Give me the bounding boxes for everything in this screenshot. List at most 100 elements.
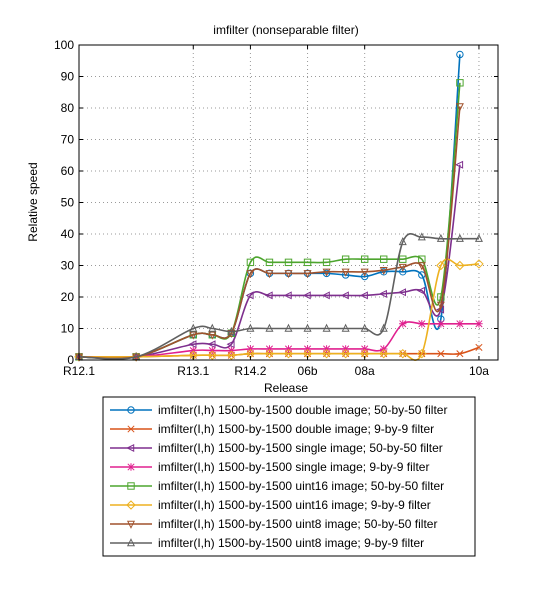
series-8 xyxy=(74,232,483,361)
data-point xyxy=(322,258,331,267)
data-point xyxy=(207,340,216,349)
data-point xyxy=(303,258,312,267)
data-point xyxy=(399,255,407,263)
data-point xyxy=(265,323,274,332)
data-point xyxy=(189,346,197,355)
data-point xyxy=(284,323,293,332)
data-point xyxy=(341,323,350,332)
legend-item: imfilter(I,h) 1500-by-1500 single image;… xyxy=(110,441,443,455)
gridlines xyxy=(79,45,498,360)
data-point xyxy=(265,258,274,267)
y-tick-label: 0 xyxy=(67,353,74,367)
data-point xyxy=(264,348,275,359)
chart-title: imfilter (nonseparable filter) xyxy=(213,23,358,37)
y-tick-label: 40 xyxy=(61,227,75,241)
data-point xyxy=(322,323,331,332)
y-tick-label: 60 xyxy=(61,164,75,178)
data-point xyxy=(379,267,388,276)
y-tick-label: 50 xyxy=(61,196,75,210)
x-tick-label: R13.1 xyxy=(177,364,209,378)
legend-label: imfilter(I,h) 1500-by-1500 uint8 image; … xyxy=(158,536,424,550)
data-point xyxy=(397,288,406,297)
data-point xyxy=(475,320,483,328)
data-point xyxy=(341,345,350,353)
series-line xyxy=(78,258,480,361)
data-point xyxy=(456,350,464,358)
data-point xyxy=(208,323,217,332)
y-tick-label: 70 xyxy=(61,133,75,147)
legend-label: imfilter(I,h) 1500-by-1500 single image;… xyxy=(158,441,443,455)
legend-item: imfilter(I,h) 1500-by-1500 uint16 image;… xyxy=(110,498,431,512)
data-point xyxy=(455,260,465,271)
legend-marker xyxy=(127,406,135,414)
x-tick-label: R14.2 xyxy=(234,364,266,378)
data-point xyxy=(208,346,217,355)
legend-item: imfilter(I,h) 1500-by-1500 uint8 image; … xyxy=(110,517,437,531)
data-point xyxy=(399,320,407,328)
x-tick-label: 06b xyxy=(298,364,318,378)
data-point xyxy=(322,345,331,353)
legend-item: imfilter(I,h) 1500-by-1500 uint8 image; … xyxy=(110,536,424,550)
data-point xyxy=(340,291,349,300)
y-tick-label: 80 xyxy=(61,101,75,115)
legend-marker xyxy=(126,520,136,529)
plot-background xyxy=(79,45,498,360)
data-point xyxy=(417,262,426,271)
y-tick-label: 100 xyxy=(54,38,74,52)
data-point xyxy=(303,270,312,279)
ticks-layer: 0 10 20 30 40 50 60 70 80 90 100 R12.1 R13.1 R14.2 06b… xyxy=(54,38,498,378)
data-point xyxy=(399,268,407,276)
data-point xyxy=(227,330,236,339)
data-point xyxy=(227,326,236,335)
data-point xyxy=(321,291,330,300)
data-point xyxy=(227,346,236,355)
data-point xyxy=(341,255,350,263)
data-point xyxy=(360,323,369,332)
legend-label: imfilter(I,h) 1500-by-1500 uint16 image;… xyxy=(158,479,444,493)
legend-marker xyxy=(126,443,135,453)
legend-box xyxy=(102,396,476,557)
data-point xyxy=(321,348,332,359)
x-tick-label: 10a xyxy=(469,364,489,378)
data-point xyxy=(359,291,368,300)
data-point xyxy=(226,350,237,360)
legend-item: imfilter(I,h) 1500-by-1500 uint16 image;… xyxy=(110,479,444,493)
data-point xyxy=(475,343,483,351)
data-point xyxy=(398,263,407,272)
data-point xyxy=(265,270,274,279)
data-point xyxy=(341,268,350,277)
series-7 xyxy=(74,103,464,362)
series-layer xyxy=(74,50,484,362)
legend-marker xyxy=(126,538,136,547)
legend-marker xyxy=(126,500,136,510)
legend-label: imfilter(I,h) 1500-by-1500 uint8 image; … xyxy=(158,517,437,531)
data-point xyxy=(303,323,312,332)
data-point xyxy=(303,345,312,353)
data-point xyxy=(189,331,198,340)
data-point xyxy=(380,255,388,263)
data-point xyxy=(437,293,445,301)
legend-marker xyxy=(127,463,135,471)
data-point xyxy=(455,233,464,242)
y-tick-label: 20 xyxy=(61,290,75,304)
data-point xyxy=(284,258,293,267)
data-point xyxy=(455,103,464,112)
data-point xyxy=(418,320,426,328)
legend-item: imfilter(I,h) 1500-by-1500 double image;… xyxy=(110,422,434,436)
data-point xyxy=(340,348,351,359)
data-point xyxy=(245,291,254,300)
legend-marker xyxy=(127,482,135,490)
data-point xyxy=(417,232,426,241)
data-point xyxy=(380,345,388,353)
legend-label: imfilter(I,h) 1500-by-1500 single image;… xyxy=(158,460,429,474)
data-point xyxy=(360,345,369,353)
data-point xyxy=(398,348,408,359)
data-point xyxy=(265,345,274,353)
legend-item: imfilter(I,h) 1500-by-1500 single image;… xyxy=(110,460,429,474)
data-point xyxy=(284,345,293,353)
data-point xyxy=(474,259,484,269)
data-point xyxy=(188,340,197,349)
data-point xyxy=(456,79,464,87)
data-point xyxy=(208,331,217,340)
